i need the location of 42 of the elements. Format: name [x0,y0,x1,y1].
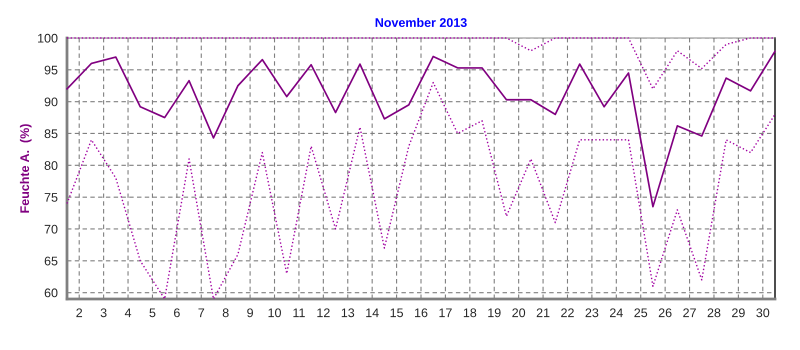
x-tick-label: 27 [683,308,696,318]
x-tick-label: 9 [247,308,253,318]
y-axis-title: Feuchte A. (%) [20,124,32,213]
x-tick-label: 28 [708,308,720,318]
y-tick-label: 80 [44,161,58,170]
x-tick-label: 4 [124,308,132,318]
x-tick-label: 13 [342,308,354,318]
x-tick-label: 16 [415,308,428,318]
x-tick-label: 30 [756,308,770,318]
y-tick-label: 65 [44,256,58,266]
x-tick-label: 12 [317,308,330,318]
x-tick-label: 20 [512,308,526,318]
x-tick-label: 3 [100,308,107,318]
line-series [66,50,776,208]
x-tick-label: 7 [198,308,204,318]
x-tick-label: 19 [488,308,501,318]
x-tick-label: 24 [610,308,623,318]
x-tick-label: 22 [561,308,574,318]
x-tick-label: 14 [366,308,379,318]
x-tick-label: 10 [268,308,281,318]
y-tick-label: 70 [44,224,58,234]
x-tick-label: 6 [174,308,180,318]
x-tick-label: 23 [586,308,598,318]
y-tick-label: 75 [44,193,58,202]
x-tick-label: 2 [76,308,82,318]
line-series [66,37,776,90]
x-tick-label: 25 [634,308,648,318]
y-tick-label: 90 [44,97,58,106]
x-tick-label: 8 [222,308,229,318]
chart-title: November 2013 [376,18,467,28]
x-tick-label: 29 [732,308,745,318]
x-tick-label: 21 [536,308,550,318]
y-tick-label: 85 [44,129,58,138]
x-tick-label: 15 [390,308,404,318]
x-tick-label: 5 [149,308,156,318]
y-tick-label: 100 [38,34,58,43]
x-tick-label: 11 [293,308,305,318]
y-tick-label: 60 [44,288,58,298]
x-tick-label: 18 [464,308,476,318]
y-tick-label: 95 [44,66,58,74]
x-tick-label: 17 [439,308,452,318]
x-tick-label: 26 [658,308,672,318]
